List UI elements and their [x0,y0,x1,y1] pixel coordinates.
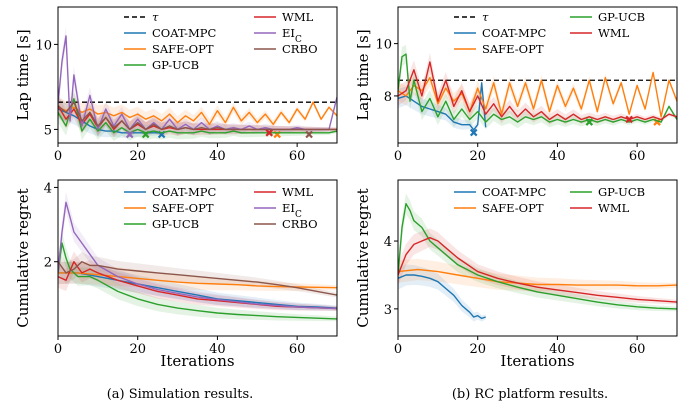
band-coat [58,261,337,311]
best-marker-gpucb [585,118,594,126]
y-axis-label: Lap time [s] [354,29,372,120]
series-line-crbo [58,261,337,296]
legend-label-wml: WML [598,201,630,215]
legend-label-safe: SAFE-OPT [482,42,544,56]
legend-label-tau: τ [152,10,159,24]
y-axis-label: Cumulative regret [14,188,32,327]
series-line-coat [398,82,487,131]
series-line-coat [398,274,486,320]
legend-label-eic: EIC [282,201,302,220]
series-line-safe [398,71,677,118]
axes-frame [57,6,338,144]
legend-label-eic: EIC [282,26,302,45]
lines-sim_lap [58,35,337,139]
lines-rc_lap [398,53,677,137]
caption-b: (b) RC platform results. [452,387,608,402]
axes-frame [397,179,678,337]
x-axis-label: Iterations [500,352,574,370]
lines-sim_regret [58,201,337,320]
y-tick-label: 2 [44,256,52,271]
series-line-gpucb [398,202,677,310]
axes-frame [57,179,338,337]
legend: τ GP-UCB COAT-MPC WML SAFE-OPT [454,10,645,56]
legend-label-gpucb: GP-UCB [598,185,645,199]
y-tick-label: 3 [384,303,392,318]
band-coat [398,80,486,134]
x-tick-label: 20 [129,342,146,357]
legend-label-coat: COAT-MPC [482,26,546,40]
legend-label-safe: SAFE-OPT [482,201,544,215]
y-tick-label: 4 [384,235,392,250]
x-tick-label: 60 [629,342,646,357]
x-tick-label: 20 [469,149,486,164]
panel-sim_regret: 0 20 40 60 2 4 Cumulative regret Iterations COAT… [14,179,338,370]
series-line-safe [398,268,677,287]
x-tick-label: 60 [289,342,306,357]
best-marker-coat [469,128,478,137]
band-gpucb [58,232,337,322]
legend-label-safe: SAFE-OPT [152,42,214,56]
best-marker-wml [265,129,274,137]
x-tick-label: 60 [629,149,646,164]
x-axis-label: Iterations [160,352,234,370]
x-tick-label: 20 [469,342,486,357]
legend-label-gpucb: GP-UCB [152,217,199,231]
legend-label-tau: τ [482,10,489,24]
lines-rc_regret [398,202,677,320]
y-tick-label: 5 [44,123,52,138]
legend-label-wml: WML [282,10,314,24]
x-tick-label: 0 [394,342,402,357]
legend: COAT-MPC GP-UCB SAFE-OPT WML [454,185,645,215]
band-safe [58,97,337,130]
x-tick-label: 60 [289,149,306,164]
series-line-wml [398,236,677,303]
best-marker-wml [625,115,633,124]
x-tick-label: 40 [209,342,226,357]
caption-a: (a) Simulation results. [107,387,254,402]
legend: τ WML COAT-MPC EIC SAFE-OPT CRBO GP-UCB [124,10,318,72]
x-tick-label: 0 [54,149,62,164]
legend-label-wml: WML [282,185,314,199]
legend-label-crbo: CRBO [282,217,318,231]
y-tick-label: 10 [35,38,52,53]
series-line-crbo [58,101,337,131]
band-eic [58,192,337,311]
legend-label-gpucb: GP-UCB [598,10,645,24]
y-tick-label: 4 [44,181,52,196]
legend-label-safe: SAFE-OPT [152,201,214,215]
axes-frame [397,6,678,144]
legend-label-coat: COAT-MPC [152,26,216,40]
series-line-coat [58,272,337,309]
x-tick-label: 20 [129,149,146,164]
x-tick-label: 0 [54,342,62,357]
panel-rc_regret: 0 20 40 60 3 4 Cumulative regret Iterations COAT… [354,179,678,370]
y-tick-label: 10 [375,38,392,53]
series-line-eic [58,201,337,310]
x-tick-label: 0 [394,149,402,164]
x-tick-label: 40 [549,342,566,357]
y-axis-label: Cumulative regret [354,188,372,327]
legend: COAT-MPC WML SAFE-OPT EIC GP-UCB CRBO [124,185,318,231]
legend-label-wml: WML [598,26,630,40]
x-tick-label: 40 [549,149,566,164]
legend-label-gpucb: GP-UCB [152,58,199,72]
best-marker-crbo [305,130,313,139]
y-tick-label: 8 [384,90,392,105]
band-safe [398,258,677,292]
best-marker-gpucb [141,130,150,139]
legend-label-coat: COAT-MPC [482,185,546,199]
legend-label-coat: COAT-MPC [152,185,216,199]
legend-label-crbo: CRBO [282,42,318,56]
y-axis-label: Lap time [s] [14,29,32,120]
best-marker-eic [125,130,134,139]
series-line-gpucb [58,98,337,134]
x-tick-label: 40 [209,149,226,164]
band-wml [398,228,677,305]
